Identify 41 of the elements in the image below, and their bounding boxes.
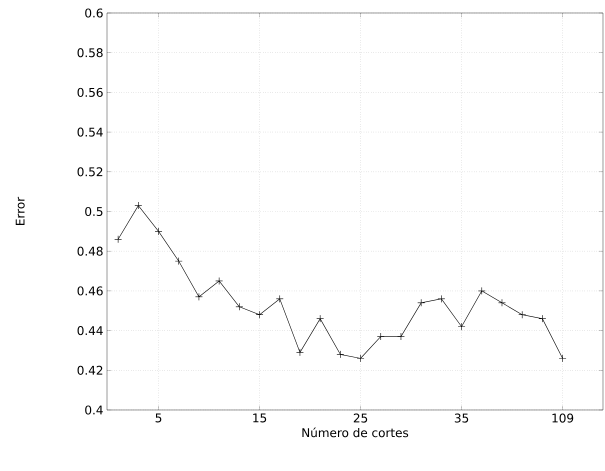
point: [256, 310, 264, 319]
point: [215, 277, 223, 285]
point: [397, 332, 405, 340]
y-tick-label: 0.5: [85, 206, 102, 216]
point: [356, 354, 364, 362]
point: [134, 202, 142, 210]
x-tick-label: 35: [454, 414, 468, 423]
y-tick-label: 0.42: [78, 366, 102, 375]
point: [114, 235, 122, 244]
point: [458, 322, 466, 330]
point: [276, 295, 284, 303]
y-tick-label: 0.48: [78, 246, 103, 256]
x-tick-label: 109: [552, 414, 574, 423]
point: [154, 228, 162, 236]
point: [296, 348, 304, 356]
point: [376, 332, 385, 340]
point: [558, 354, 566, 362]
point: [498, 299, 506, 307]
x-tick-label: 15: [253, 414, 266, 422]
y-tick-label: 0.52: [78, 167, 102, 176]
y-tick-label: 0.4: [85, 405, 103, 415]
x-axis-title: Número de cortes: [302, 427, 408, 438]
point: [538, 314, 546, 322]
point: [518, 310, 526, 319]
y-tick-label: 0.46: [78, 286, 103, 296]
y-axis-title: Error: [16, 196, 25, 225]
x-tick-label: 5: [156, 414, 162, 422]
y-tick-label: 0.54: [78, 128, 103, 137]
point: [174, 257, 183, 265]
point: [195, 293, 203, 301]
point: [316, 314, 324, 322]
x-tick-label: 25: [354, 414, 368, 423]
point: [478, 287, 486, 295]
y-tick-label: 0.56: [78, 88, 103, 97]
point: [336, 350, 344, 358]
y-tick-label: 0.44: [78, 326, 103, 336]
point: [438, 295, 446, 303]
y-tick-label: 0.58: [78, 48, 103, 58]
point: [236, 302, 244, 311]
y-tick-label: 0.6: [85, 8, 103, 18]
point: [417, 299, 425, 307]
